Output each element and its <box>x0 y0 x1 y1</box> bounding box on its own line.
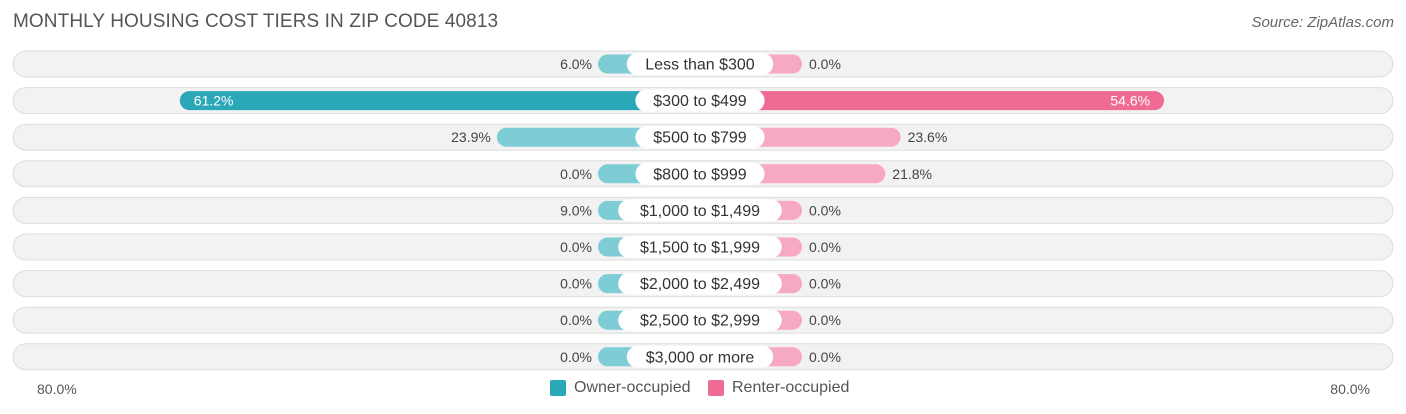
owner-value-label: 0.0% <box>560 349 592 365</box>
renter-value-label: 54.6% <box>1110 93 1150 109</box>
owner-value-label: 0.0% <box>560 312 592 328</box>
category-label-bg <box>626 345 774 368</box>
category-label-bg <box>618 199 782 222</box>
category-label: $500 to $799 <box>653 130 747 147</box>
source-credit: Source: ZipAtlas.com <box>1251 14 1394 31</box>
legend-label-renter: Renter-occupied <box>732 379 850 396</box>
category-label-bg <box>618 309 782 332</box>
renter-value-label: 21.8% <box>892 166 932 182</box>
category-label: $2,500 to $2,999 <box>640 313 760 330</box>
category-label-bg <box>626 53 774 75</box>
category-label-bg <box>635 162 765 185</box>
renter-value-label: 0.0% <box>809 239 841 255</box>
chart-title: MONTHLY HOUSING COST TIERS IN ZIP CODE 4… <box>13 11 499 32</box>
legend-label-owner: Owner-occupied <box>574 379 691 396</box>
legend: Owner-occupied Renter-occupied <box>0 379 1406 401</box>
owner-value-label: 0.0% <box>560 276 592 292</box>
renter-value-label: 0.0% <box>809 312 841 328</box>
category-label: $800 to $999 <box>653 166 747 183</box>
category-label: $2,000 to $2,499 <box>640 276 760 293</box>
renter-value-label: 0.0% <box>809 349 841 365</box>
renter-value-label: 0.0% <box>809 56 841 72</box>
axis-left-label: 80.0% <box>37 381 77 397</box>
owner-bar <box>179 91 701 111</box>
legend-swatch-owner <box>550 380 566 396</box>
owner-value-label: 0.0% <box>560 239 592 255</box>
legend-swatch-renter <box>708 380 724 396</box>
category-label: $1,000 to $1,499 <box>640 203 760 220</box>
category-label-bg <box>635 89 765 112</box>
owner-value-label: 23.9% <box>451 129 491 145</box>
category-label: Less than $300 <box>645 57 755 74</box>
owner-value-label: 61.2% <box>194 93 234 109</box>
renter-value-label: 23.6% <box>908 129 948 145</box>
legend-item-renter: Renter-occupied <box>708 379 849 397</box>
owner-value-label: 0.0% <box>560 166 592 182</box>
category-label: $1,500 to $1,999 <box>640 240 760 257</box>
category-label: $3,000 or more <box>646 349 755 366</box>
category-label-bg <box>618 236 782 258</box>
owner-value-label: 9.0% <box>560 202 592 218</box>
category-label-bg <box>635 126 765 149</box>
renter-bar <box>700 91 1165 111</box>
renter-value-label: 0.0% <box>809 276 841 292</box>
axis-right-label: 80.0% <box>1330 381 1370 397</box>
legend-item-owner: Owner-occupied <box>550 379 691 397</box>
category-label: $300 to $499 <box>653 93 747 110</box>
category-label-bg <box>618 272 782 295</box>
owner-value-label: 6.0% <box>560 56 592 72</box>
renter-value-label: 0.0% <box>809 202 841 218</box>
